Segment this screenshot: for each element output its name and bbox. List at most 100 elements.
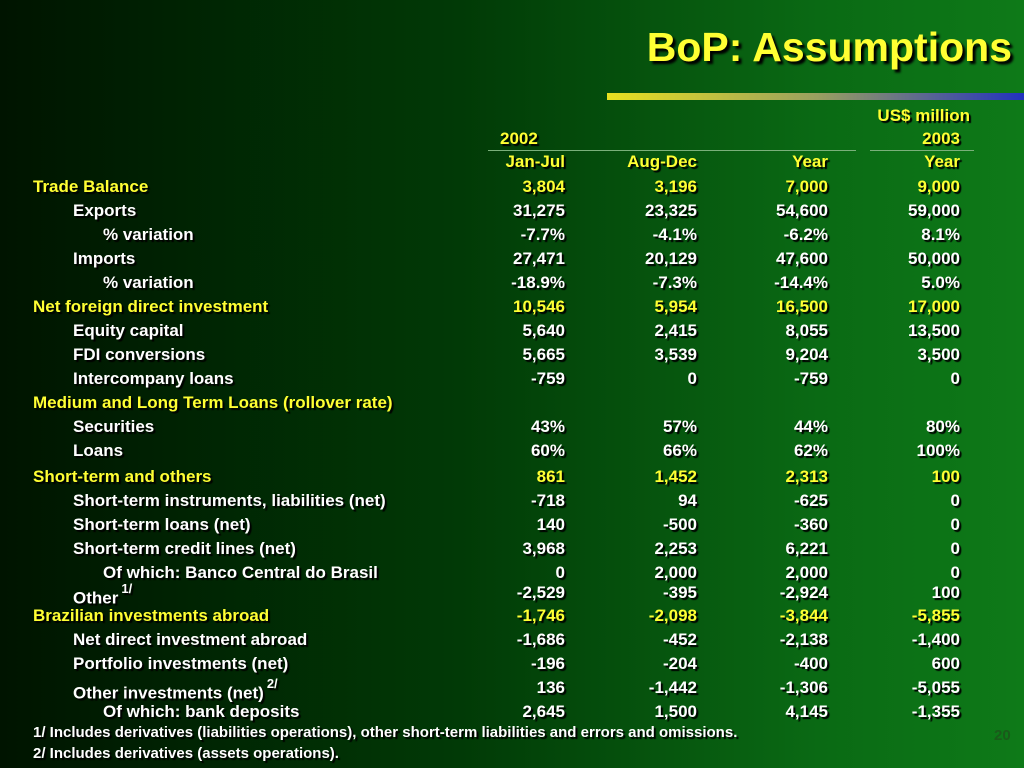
cell-value: -2,138	[779, 630, 828, 649]
row-label: Imports	[73, 249, 135, 269]
cell-value: 2,000	[785, 563, 828, 582]
cell-value: -2,924	[779, 583, 828, 602]
cell-value: 0	[687, 369, 697, 388]
cell-value: 4,145	[785, 702, 828, 721]
cell-value: 3,968	[522, 539, 565, 558]
row-label: Net foreign direct investment	[33, 297, 268, 317]
cell-value: 8.1%	[921, 225, 960, 244]
cell-value: 60%	[530, 441, 565, 460]
header-rule	[488, 150, 856, 151]
row-label: Short-term instruments, liabilities (net…	[73, 491, 386, 511]
cell-value: -1,400	[911, 630, 960, 649]
label-text: % variation	[103, 225, 194, 244]
cell-value: 13,500	[908, 321, 960, 340]
label-text: Short-term credit lines (net)	[73, 539, 296, 558]
label-text: Other	[73, 588, 119, 608]
cell-value: 100	[931, 583, 960, 602]
cell-value: 44%	[793, 417, 828, 436]
row-label: FDI conversions	[73, 345, 205, 365]
cell-value: -1,355	[911, 702, 960, 721]
cell-value: -625	[793, 491, 828, 510]
cell-value: -718	[530, 491, 565, 510]
row-label: Short-term loans (net)	[73, 515, 251, 535]
label-text: Loans	[73, 441, 124, 460]
cell-value: -360	[793, 515, 828, 534]
cell-value: 0	[950, 369, 960, 388]
cell-value: 136	[536, 678, 565, 697]
footnote: 2/ Includes derivatives (assets operatio…	[33, 745, 339, 762]
cell-value: 5,665	[522, 345, 565, 364]
cell-value: 5,640	[522, 321, 565, 340]
header-rule	[870, 150, 974, 151]
label-text: Net direct investment abroad	[73, 630, 308, 649]
cell-value: -2,529	[516, 583, 565, 602]
cell-value: 2,415	[654, 321, 697, 340]
cell-value: 861	[536, 467, 565, 486]
cell-value: -1,306	[779, 678, 828, 697]
cell-value: -6.2%	[783, 225, 828, 244]
unit: US$ million	[877, 106, 970, 125]
cell-value: -18.9%	[511, 273, 565, 292]
cell-value: -7.3%	[652, 273, 697, 292]
cell-value: -452	[662, 630, 697, 649]
cell-value: 23,325	[645, 201, 697, 220]
row-label: % variation	[103, 273, 194, 293]
cell-value: 54,600	[776, 201, 828, 220]
page-number: 20	[994, 727, 1011, 744]
row-label: Other investments (net)2/	[73, 676, 278, 704]
label-text: Of which: Banco Central do Brasil	[103, 563, 378, 582]
row-label: Securities	[73, 417, 154, 437]
footnote-ref: 2/	[266, 676, 278, 691]
label-text: Trade Balance	[33, 177, 149, 196]
cell-value: -3,844	[779, 606, 828, 625]
cell-value: -14.4%	[774, 273, 828, 292]
label-text: Medium and Long Term Loans (rollover rat…	[33, 393, 393, 412]
cell-value: 100	[931, 467, 960, 486]
column-header: Aug-Dec	[627, 152, 697, 171]
year-header: 2002	[500, 129, 538, 148]
footnote: 1/ Includes derivatives (liabilities ope…	[33, 724, 738, 741]
cell-value: -395	[662, 583, 697, 602]
column-header: Year	[792, 152, 828, 171]
cell-value: 62%	[793, 441, 828, 460]
label-text: Imports	[73, 249, 136, 268]
cell-value: 9,204	[785, 345, 828, 364]
cell-value: 5.0%	[921, 273, 960, 292]
column-header: Year	[924, 152, 960, 171]
label-text: Short-term and others	[33, 467, 212, 486]
cell-value: 5,954	[654, 297, 697, 316]
cell-value: 2,000	[654, 563, 697, 582]
cell-value: 57%	[662, 417, 697, 436]
cell-value: -1,442	[648, 678, 697, 697]
row-label: % variation	[103, 225, 194, 245]
cell-value: 43%	[530, 417, 565, 436]
cell-value: -5,055	[911, 678, 960, 697]
cell-value: 8,055	[785, 321, 828, 340]
row-label: Portfolio investments (net)	[73, 654, 288, 674]
label-text: Short-term loans (net)	[73, 515, 251, 534]
cell-value: 20,129	[645, 249, 697, 268]
row-label: Intercompany loans	[73, 369, 234, 389]
row-label: Short-term and others	[33, 467, 212, 487]
cell-value: -1,686	[516, 630, 565, 649]
label-text: Brazilian investments abroad	[33, 606, 270, 625]
cell-value: 2,313	[785, 467, 828, 486]
cell-value: -5,855	[911, 606, 960, 625]
cell-value: 31,275	[513, 201, 565, 220]
label-text: Of which: bank deposits	[103, 702, 300, 721]
row-label: Equity capital	[73, 321, 184, 341]
label-text: Net foreign direct investment	[33, 297, 269, 316]
cell-value: -4.1%	[652, 225, 697, 244]
cell-value: -759	[530, 369, 565, 388]
cell-value: 9,000	[917, 177, 960, 196]
cell-value: 7,000	[785, 177, 828, 196]
cell-value: 80%	[925, 417, 960, 436]
cell-value: 0	[950, 515, 960, 534]
cell-value: 94	[678, 491, 697, 510]
cell-value: 0	[555, 563, 565, 582]
row-label: Loans	[73, 441, 123, 461]
row-label: Short-term credit lines (net)	[73, 539, 296, 559]
cell-value: 1,500	[654, 702, 697, 721]
cell-value: -204	[662, 654, 697, 673]
